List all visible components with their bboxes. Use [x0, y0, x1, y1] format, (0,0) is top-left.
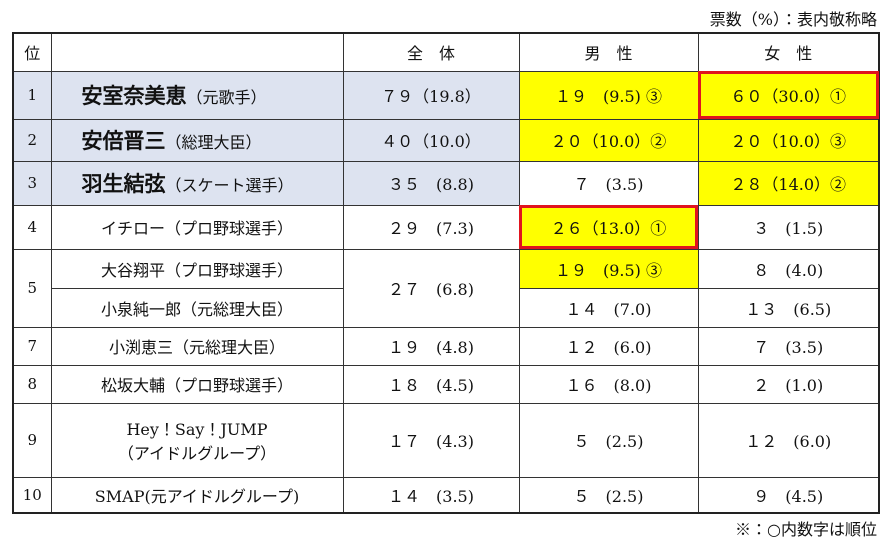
name-cell: 安室奈美恵（元歌手）: [50, 70, 344, 120]
row: 7 小渕恵三（元総理大臣） １９ (4.8) １２ (6.0) ７ (3.5): [12, 326, 880, 366]
role: （元総理大臣）: [173, 338, 286, 357]
female: １２ (6.0): [697, 402, 880, 478]
rank: 7: [12, 326, 52, 366]
name-cell: 大谷翔平（プロ野球選手）: [50, 248, 344, 289]
col-header: 女 性: [697, 32, 880, 72]
name-cell: Hey！Say！JUMP （アイドルグループ）: [50, 402, 344, 478]
name: 小渕恵三: [108, 338, 173, 357]
male: １９ (9.5) ③: [518, 248, 699, 289]
name: 安室奈美恵: [81, 83, 187, 108]
name-cell: SMAP(元アイドルグループ): [50, 476, 344, 514]
row: 4 イチロー（プロ野球選手） ２９ (7.3) ２６（13.0）① ３ (1.5…: [12, 204, 880, 250]
header-row: 位 全 体 男 性 女 性: [12, 32, 880, 72]
female: ６０（30.0）①: [697, 70, 880, 120]
rank: 1: [12, 70, 52, 120]
role: （スケート選手）: [165, 176, 294, 195]
name: イチロー: [100, 219, 165, 238]
total: ４０（10.0）: [342, 118, 520, 162]
role: （元総理大臣）: [181, 299, 294, 319]
name-cell: 安倍晋三（総理大臣）: [50, 118, 344, 162]
footer-note: ※：○内数字は順位: [735, 520, 877, 539]
male: ２６（13.0）①: [518, 204, 699, 250]
role: （元歌手）: [186, 88, 267, 107]
role: （アイドルグループ）: [117, 444, 277, 463]
name: 安倍晋三: [81, 128, 166, 153]
male: ５ (2.5): [518, 402, 699, 478]
name-cell: 小渕恵三（元総理大臣）: [50, 326, 344, 366]
row: 9 Hey！Say！JUMP （アイドルグループ） １７ (4.3) ５ (2.5…: [12, 402, 880, 478]
rank: 3: [12, 160, 52, 206]
name-cell: 羽生結弦（スケート選手）: [50, 160, 344, 206]
name: 小泉純一郎: [100, 299, 181, 319]
row: 2 安倍晋三（総理大臣） ４０（10.0） ２０（10.0）② ２０（10.0）…: [12, 118, 880, 162]
role: （総理大臣）: [165, 133, 262, 152]
female: ２０（10.0）③: [697, 118, 880, 162]
rank: 4: [12, 204, 52, 250]
ranking-table: 位 全 体 男 性 女 性 1 安室奈美恵（元歌手） ７９（19.8） １９ (…: [12, 32, 880, 514]
male: １９ (9.5) ③: [518, 70, 699, 120]
total: １９ (4.8): [342, 326, 520, 366]
female: ３ (1.5): [697, 204, 880, 250]
male: １２ (6.0): [518, 326, 699, 366]
name-cell: 小泉純一郎（元総理大臣）: [50, 287, 344, 328]
male: １６ (8.0): [518, 364, 699, 404]
col-header: [50, 32, 344, 72]
row: 10 SMAP(元アイドルグループ) １４ (3.5) ５ (2.5) ９ (4…: [12, 476, 880, 514]
role: （プロ野球選手）: [165, 219, 294, 238]
male: １４ (7.0): [518, 287, 699, 328]
rank: 2: [12, 118, 52, 162]
male: ５ (2.5): [518, 476, 699, 514]
name: 羽生結弦: [81, 171, 166, 196]
rank: 9: [12, 402, 52, 478]
total: １７ (4.3): [342, 402, 520, 478]
role: （プロ野球選手）: [165, 376, 294, 395]
total: １４ (3.5): [342, 476, 520, 514]
role: (元アイドルグループ): [144, 486, 300, 506]
total: ２９ (7.3): [342, 204, 520, 250]
header-note: 票数（%）：表内敬称略: [709, 10, 877, 29]
female: ２８（14.0）②: [697, 160, 880, 206]
row: 小泉純一郎（元総理大臣） １４ (7.0) １３ (6.5): [13, 287, 880, 328]
total: ２７ (6.8): [342, 248, 520, 328]
row: 8 松坂大輔（プロ野球選手） １８ (4.5) １６ (8.0) ２ (1.0): [12, 364, 880, 404]
total: １８ (4.5): [342, 364, 520, 404]
name: Hey！Say！JUMP: [126, 420, 268, 439]
name: 大谷翔平: [100, 260, 165, 280]
rank: 5: [12, 248, 52, 328]
male: ７ (3.5): [518, 160, 699, 206]
row: 3 羽生結弦（スケート選手） ３５ (8.8) ７ (3.5) ２８（14.0）…: [12, 160, 880, 206]
rank: 10: [12, 476, 52, 514]
role: （プロ野球選手）: [165, 260, 294, 280]
male: ２０（10.0）②: [518, 118, 699, 162]
total: ７９（19.8）: [342, 70, 520, 120]
total: ３５ (8.8): [342, 160, 520, 206]
name: 松坂大輔: [100, 376, 165, 395]
female: ２ (1.0): [697, 364, 880, 404]
name: SMAP: [94, 486, 145, 506]
col-header: 男 性: [518, 32, 699, 72]
col-header: 全 体: [342, 32, 520, 72]
rank: 8: [12, 364, 52, 404]
female: １３ (6.5): [697, 287, 880, 328]
name-cell: 松坂大輔（プロ野球選手）: [50, 364, 344, 404]
name-cell: イチロー（プロ野球選手）: [50, 204, 344, 250]
female: ８ (4.0): [697, 248, 880, 289]
row: 1 安室奈美恵（元歌手） ７９（19.8） １９ (9.5) ③ ６０（30.0…: [12, 70, 880, 120]
row: 5 大谷翔平（プロ野球選手） ２７ (6.8) １９ (9.5) ③ ８ (4.…: [12, 248, 880, 328]
female: ９ (4.5): [697, 476, 880, 514]
female: ７ (3.5): [697, 326, 880, 366]
col-header: 位: [12, 32, 52, 72]
